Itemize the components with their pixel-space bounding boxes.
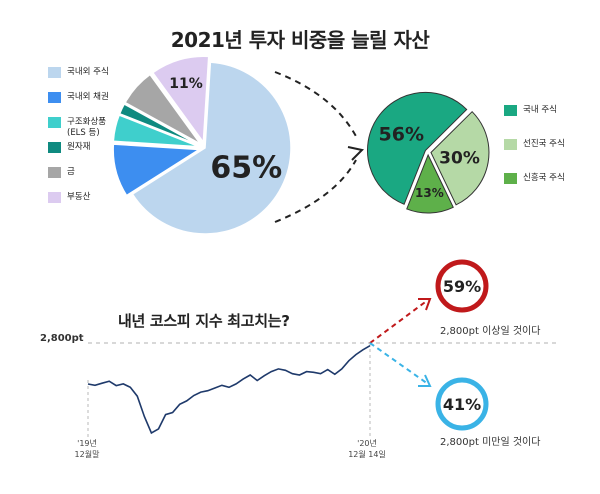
pie1-legend-item-3: 원자재 [48,142,90,153]
pie1-legend-swatch [48,192,61,203]
pie1-legend-label: 부동산 [67,192,91,202]
pie1-legend-item-4: 금 [48,167,75,178]
outcome-percent-0: 59% [443,277,481,296]
pie1-slice-label-0: 65% [210,151,282,186]
pie1-legend-item-2: 구조화상품 (ELS 등) [48,117,106,139]
pie1-slice-1 [112,143,202,197]
pie1-legend-label: 국내외 주식 [67,67,109,77]
pie2-legend-swatch [504,105,517,116]
pie1-legend-label: 구조화상품 (ELS 등) [67,117,107,138]
pie1-legend-swatch [48,142,61,153]
pie1-legend-swatch [48,117,61,128]
pie2-legend-item-0: 국내 주식 [504,105,557,116]
pie1-legend-item-1: 국내외 채권 [48,92,109,103]
pie1-legend-label: 원자재 [67,142,91,152]
pie1-slice-4 [124,73,202,145]
pie2-slice-0 [366,91,468,205]
outcome-below-text: 2,800pt 미만일 것이다 [440,437,541,448]
arrow-up-head [418,298,432,311]
pie1-slice-label-5: 11% [169,76,203,92]
outcome-circle-1 [435,377,489,431]
pie2-slice-label-2: 13% [415,186,444,200]
pie2-slice-1 [430,110,490,206]
pie2-slice-label-1: 30% [439,148,480,168]
pie2-legend-label: 국내 주식 [523,105,557,115]
pie1-legend-swatch [48,92,61,103]
pie1-legend-item-5: 부동산 [48,192,90,203]
arrow-down [369,342,429,385]
pie2-legend-label: 신흥국 주식 [523,173,565,183]
pie1-slice-0 [131,61,292,235]
arrow-up [369,299,429,344]
pie1-slice-3 [118,102,200,147]
pie2-legend-item-2: 신흥국 주식 [504,173,565,184]
pie1-legend-swatch [48,67,61,78]
reference-line-label: 2,800pt [40,333,84,344]
pie2-legend-item-1: 선진국 주식 [504,139,565,150]
outcome-above-text: 2,800pt 이상일 것이다 [440,326,541,337]
x-tick-label-start: '19년 12월말 [74,439,100,459]
connector-arrow [274,71,365,223]
pie1-legend-item-0: 국내외 주식 [48,67,109,78]
pie1-slice-5 [151,55,210,145]
outcome-circle-0 [435,259,489,313]
outcome-percent-1: 41% [443,395,481,414]
pie1-legend-swatch [48,167,61,178]
kospi-line [87,345,371,435]
page-title: 2021년 투자 비중을 늘릴 자산 [170,28,430,52]
line-chart-title: 내년 코스피 지수 최고치는? [118,312,290,330]
pie1-slice-2 [112,114,200,148]
pie2-slice-label-0: 56% [379,123,424,145]
pie1-legend-label: 국내외 채권 [67,92,109,102]
arrow-down-head [418,374,432,387]
pie2-legend-swatch [504,173,517,184]
pie1-legend-label: 금 [67,167,75,177]
pie2-legend-swatch [504,139,517,150]
x-tick-label-end: '20년 12월 14일 [348,439,386,459]
pie2-legend-label: 선진국 주식 [523,139,565,149]
pie2-slice-2 [406,153,454,214]
